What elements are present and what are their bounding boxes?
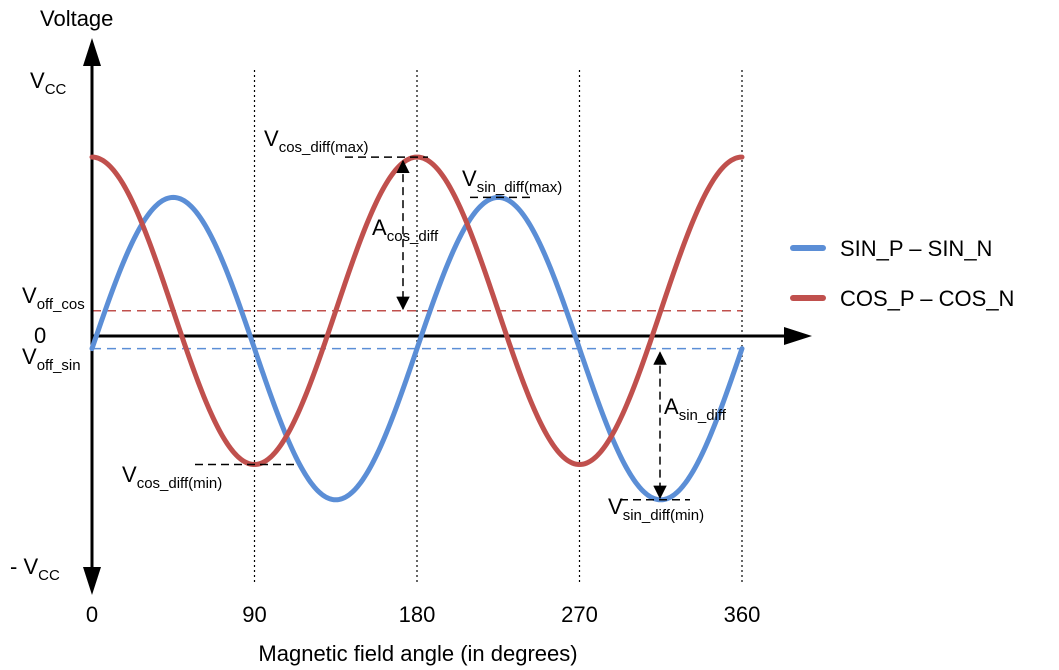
legend: SIN_P – SIN_N COS_P – COS_N bbox=[790, 236, 1014, 311]
label-v-off-cos: Voff_cos bbox=[22, 283, 85, 313]
y-axis-arrow-up bbox=[83, 38, 101, 66]
y-tick-vcc: VCC bbox=[30, 68, 67, 98]
label-v-cos-diff-max: Vcos_diff(max) bbox=[264, 126, 368, 156]
annotation-layer: Vcos_diff(max) Vsin_diff(max) Vcos_diff(mi… bbox=[22, 126, 727, 524]
x-tick-360: 360 bbox=[724, 602, 761, 627]
legend-label-cos: COS_P – COS_N bbox=[840, 286, 1014, 311]
axes bbox=[83, 38, 812, 595]
offset-lines bbox=[92, 310, 742, 350]
x-axis-label: Magnetic field angle (in degrees) bbox=[258, 641, 577, 666]
x-tick-0: 0 bbox=[86, 602, 98, 627]
x-tick-270: 270 bbox=[561, 602, 598, 627]
series-layer bbox=[89, 154, 745, 503]
x-tick-labels: 0 90 180 270 360 bbox=[86, 602, 760, 627]
label-v-sin-diff-max: Vsin_diff(max) bbox=[462, 166, 562, 196]
legend-label-sin: SIN_P – SIN_N bbox=[840, 236, 992, 261]
label-v-off-sin: Voff_sin bbox=[22, 344, 81, 374]
x-axis-arrow-right bbox=[784, 327, 812, 345]
y-tick-zero: 0 bbox=[34, 323, 46, 348]
y-tick-neg-vcc: - VCC bbox=[10, 554, 60, 584]
y-axis-arrow-down bbox=[83, 567, 101, 595]
series-sin-line bbox=[89, 194, 745, 503]
y-axis-label: Voltage bbox=[40, 6, 113, 31]
label-v-cos-diff-min: Vcos_diff(min) bbox=[122, 462, 222, 492]
label-a-cos-diff: Acos_diff bbox=[372, 215, 439, 245]
label-a-sin-diff: Asin_diff bbox=[664, 394, 727, 424]
x-tick-90: 90 bbox=[242, 602, 266, 627]
label-v-sin-diff-min: Vsin_diff(min) bbox=[608, 494, 704, 524]
x-tick-180: 180 bbox=[399, 602, 436, 627]
